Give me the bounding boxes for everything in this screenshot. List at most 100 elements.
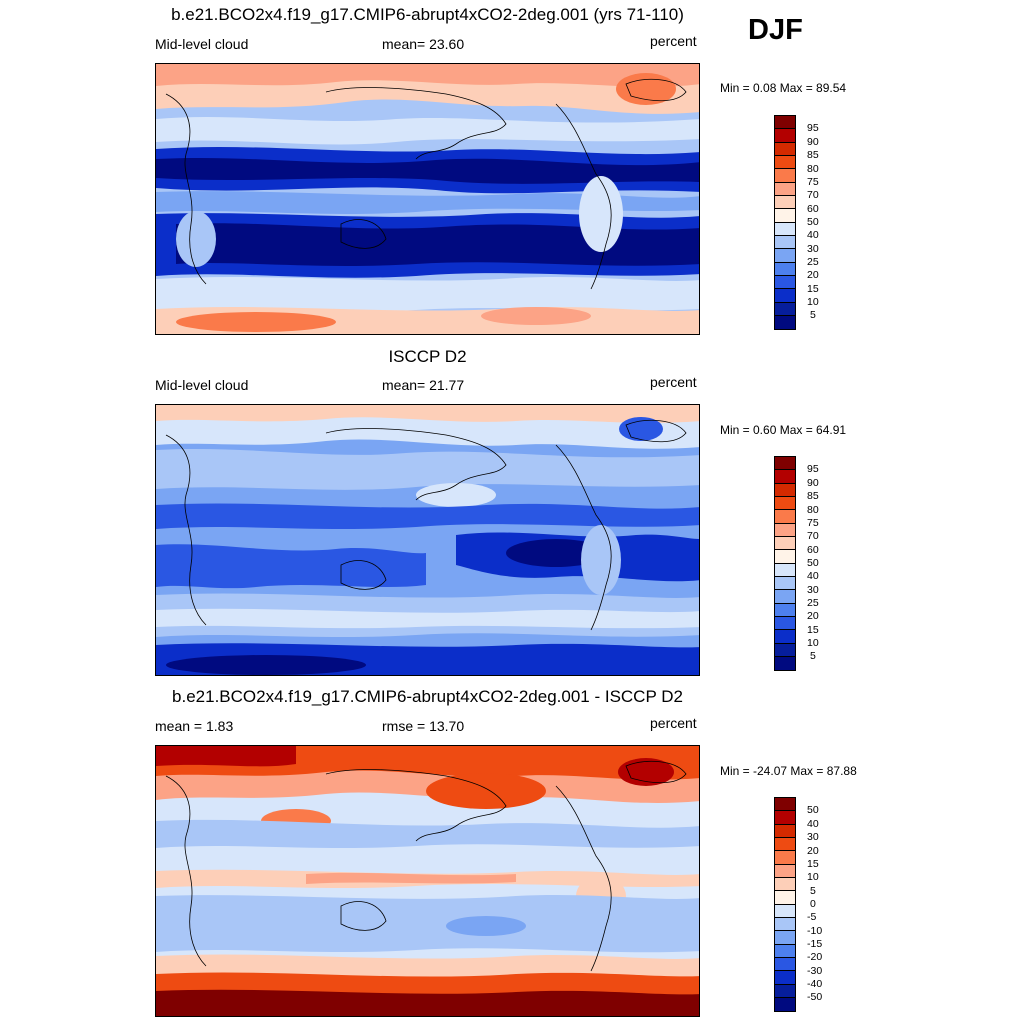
- panel-3-colorbar-swatch: [775, 891, 795, 905]
- panel-3-map: [155, 745, 700, 1017]
- panel-3-tick: -20: [807, 951, 823, 963]
- panel-3-title: b.e21.BCO2x4.f19_g17.CMIP6-abrupt4xCO2-2…: [172, 687, 683, 706]
- panel-2-tick: 40: [807, 570, 819, 582]
- panel-1-map: [155, 63, 700, 335]
- panel-1-colorbar-swatch: [775, 249, 795, 263]
- panel-1-colorbar-swatch: [775, 289, 795, 303]
- panel-1-tick: 70: [807, 189, 819, 201]
- panel-3-minmax: Min = -24.07 Max = 87.88: [720, 764, 857, 778]
- season-label: DJF: [748, 14, 803, 46]
- panel-1-title: b.e21.BCO2x4.f19_g17.CMIP6-abrupt4xCO2-2…: [171, 5, 684, 24]
- panel-3-colorbar-swatch: [775, 904, 795, 918]
- panel-3-colorbar-swatch: [775, 957, 795, 972]
- panel-1-colorbar-swatch: [775, 155, 795, 170]
- panel-2-tick: 80: [807, 504, 819, 516]
- panel-3-colorbar-swatch: [775, 824, 795, 838]
- panel-3-colorbar-swatch: [775, 944, 795, 958]
- panel-1-tick: 20: [807, 269, 819, 281]
- panel-2-tick: 10: [807, 637, 819, 649]
- panel-3-right-label: percent: [650, 715, 697, 731]
- panel-1-left-label: Mid-level cloud: [155, 36, 249, 52]
- panel-1-colorbar-swatch: [775, 302, 795, 316]
- panel-3-tick: -10: [807, 925, 823, 937]
- panel-3-tick: 10: [807, 871, 819, 883]
- panel-2-colorbar-swatch: [775, 470, 795, 484]
- panel-2-colorbar-swatch: [775, 483, 795, 497]
- panel-2-tick: 50: [807, 557, 819, 569]
- panel-1-map-field: [156, 64, 699, 334]
- panel-2-colorbar-swatch: [775, 457, 795, 471]
- panel-1-tick: 15: [807, 283, 819, 295]
- panel-2-tick: 5: [810, 650, 816, 662]
- panel-1-colorbar-swatch: [775, 142, 795, 156]
- panel-1-colorbar-swatch: [775, 182, 795, 196]
- panel-2-tick: 25: [807, 597, 819, 609]
- panel-1-colorbar-swatch: [775, 235, 795, 250]
- panel-2-tick: 85: [807, 490, 819, 502]
- panel-2-map: [155, 404, 700, 676]
- panel-3-tick: 20: [807, 845, 819, 857]
- panel-1-colorbar-swatch: [775, 275, 795, 290]
- panel-3-colorbar-swatch: [775, 798, 795, 812]
- panel-2-tick: 15: [807, 624, 819, 636]
- panel-3-tick: 0: [810, 898, 816, 910]
- panel-2-colorbar-swatch: [775, 510, 795, 524]
- panel-1-tick: 90: [807, 136, 819, 148]
- panel-3-tick: 30: [807, 831, 819, 843]
- panel-2-title: ISCCP D2: [388, 347, 467, 366]
- panel-2-left-label: Mid-level cloud: [155, 377, 249, 393]
- panel-1-tick: 50: [807, 216, 819, 228]
- panel-2-colorbar-swatch: [775, 603, 795, 617]
- panel-2-colorbar-swatch: [775, 630, 795, 644]
- panel-1-colorbar-swatch: [775, 169, 795, 183]
- panel-3-tick: -30: [807, 965, 823, 977]
- panel-2-center-label: mean= 21.77: [382, 377, 465, 393]
- panel-3-colorbar-swatch: [775, 851, 795, 865]
- panel-3-tick: 40: [807, 818, 819, 830]
- panel-2-tick: 90: [807, 477, 819, 489]
- panel-2-colorbar-swatch: [775, 563, 795, 577]
- panel-1-tick: 75: [807, 176, 819, 188]
- panel-3-colorbar-swatch: [775, 931, 795, 945]
- panel-1-center-label: mean= 23.60: [382, 36, 465, 52]
- panel-3-tick: -40: [807, 978, 823, 990]
- panel-1-tick: 40: [807, 229, 819, 241]
- panel-2-colorbar-swatch: [775, 590, 795, 604]
- panel-2-right-label: percent: [650, 374, 697, 390]
- panel-3-tick: 5: [810, 885, 816, 897]
- panel-1-colorbar-swatch: [775, 222, 795, 236]
- panel-3-tick: -50: [807, 991, 823, 1003]
- panel-2-colorbar-swatch: [775, 523, 795, 537]
- panel-3-tick: -15: [807, 938, 823, 950]
- panel-2-minmax: Min = 0.60 Max = 64.91: [720, 423, 847, 437]
- panel-3-colorbar-swatch: [775, 971, 795, 985]
- panel-2-map-field: [156, 405, 699, 675]
- panel-3-colorbar: [774, 797, 796, 1012]
- panel-1-tick: 5: [810, 309, 816, 321]
- panel-3-map-field: [156, 746, 699, 1016]
- panel-1-colorbar-swatch: [775, 116, 795, 130]
- panel-2-tick: 30: [807, 584, 819, 596]
- panel-1-tick: 10: [807, 296, 819, 308]
- panel-1-right-label: percent: [650, 33, 697, 49]
- panel-2-colorbar: [774, 456, 796, 671]
- panel-3-tick: 15: [807, 858, 819, 870]
- panel-1-tick: 80: [807, 163, 819, 175]
- panel-1-minmax: Min = 0.08 Max = 89.54: [720, 81, 847, 95]
- panel-3-colorbar-swatch: [775, 877, 795, 892]
- panel-2-tick: 75: [807, 517, 819, 529]
- panel-1-colorbar-swatch: [775, 315, 795, 330]
- panel-3-colorbar-swatch: [775, 811, 795, 825]
- panel-3-colorbar-swatch: [775, 864, 795, 878]
- panel-2-colorbar-swatch: [775, 643, 795, 657]
- panel-3-colorbar-swatch: [775, 837, 795, 852]
- panel-3-tick: 50: [807, 804, 819, 816]
- panel-2-tick: 60: [807, 544, 819, 556]
- panel-2-colorbar-swatch: [775, 616, 795, 631]
- panel-2-tick: 70: [807, 530, 819, 542]
- panel-1-colorbar-swatch: [775, 262, 795, 276]
- panel-1-tick: 95: [807, 122, 819, 134]
- panel-1-tick: 30: [807, 243, 819, 255]
- panel-2-colorbar-swatch: [775, 536, 795, 551]
- panel-2-tick: 20: [807, 610, 819, 622]
